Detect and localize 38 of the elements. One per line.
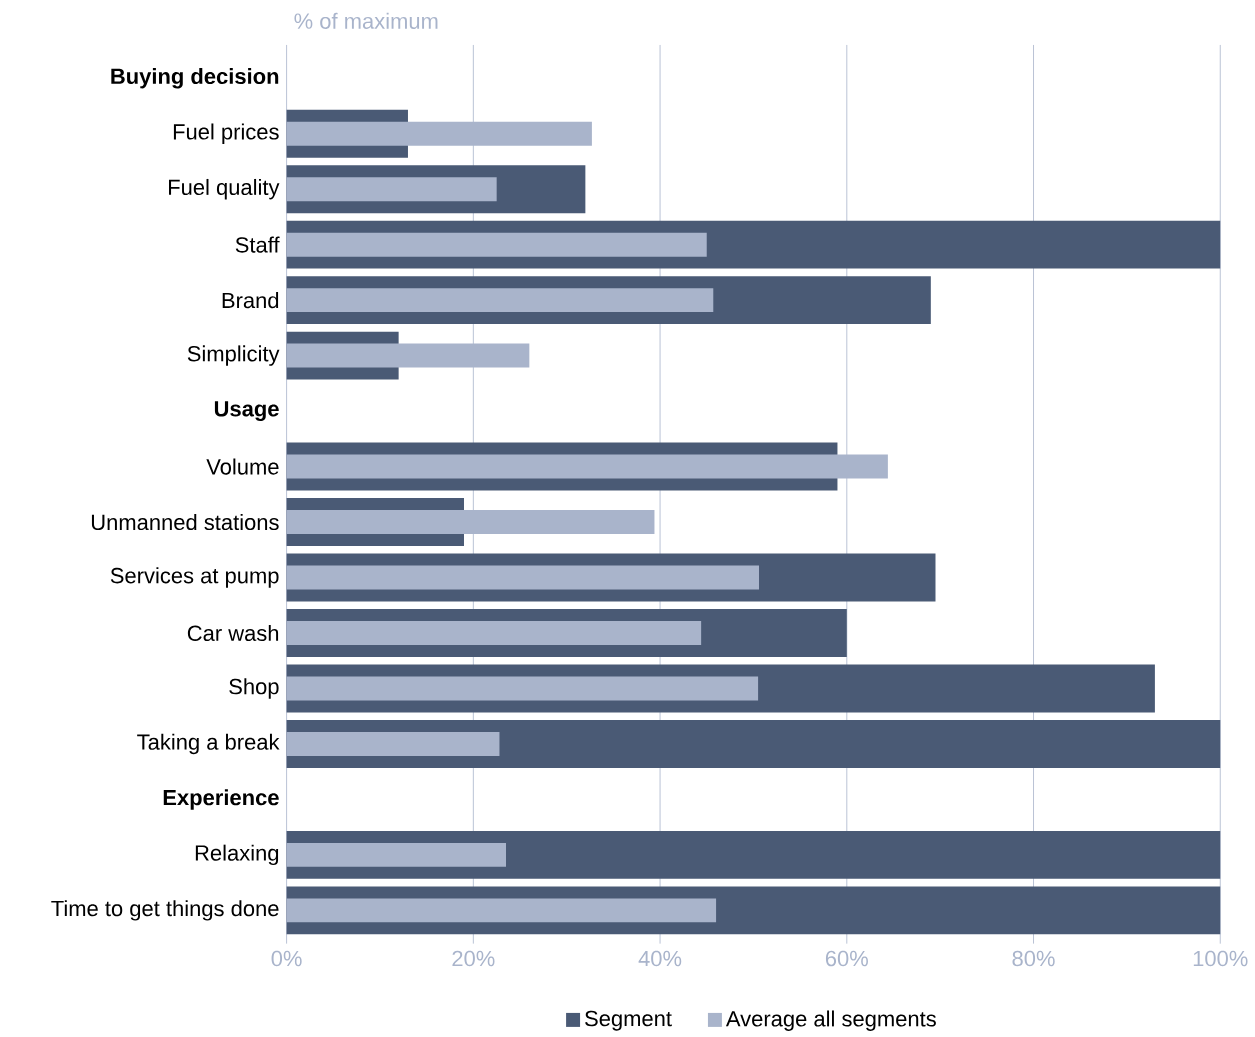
- y-tick-label: Brand: [222, 291, 279, 309]
- x-tick-label: 100%: [1193, 950, 1248, 967]
- legend-label: Average all segments: [725, 1010, 936, 1031]
- y-tick-label: Usage: [214, 401, 279, 421]
- bar: [286, 232, 707, 257]
- bar: [286, 676, 759, 701]
- bar: [286, 898, 717, 923]
- bar: [286, 565, 760, 590]
- bar: [286, 287, 714, 312]
- bar: [286, 842, 507, 867]
- x-tick-label: 0%: [271, 950, 302, 967]
- bar: [286, 731, 500, 756]
- x-tick-label: 80%: [1012, 950, 1055, 967]
- bar: [286, 620, 702, 645]
- y-tick-label: Buying decision: [111, 67, 279, 89]
- y-tick-label: Unmanned stations: [91, 513, 279, 530]
- bar: [286, 121, 592, 146]
- y-tick-label: Services at pump: [110, 567, 279, 588]
- y-tick-label: Car wash: [187, 624, 279, 641]
- y-tick-label: Time to get things done: [51, 899, 279, 921]
- y-tick-label: Experience: [163, 789, 279, 810]
- x-tick-label: 20%: [452, 950, 495, 967]
- x-tick-label: 60%: [825, 950, 868, 967]
- bar: [286, 177, 497, 201]
- y-tick-label: Shop: [229, 678, 279, 699]
- bar: [286, 509, 655, 534]
- y-tick-label: Fuel quality: [169, 178, 280, 200]
- y-tick-label: Fuel prices: [173, 123, 279, 144]
- y-tick-label: Volume: [206, 458, 279, 475]
- y-tick-label: Simplicity: [187, 345, 280, 366]
- legend-label: Segment: [585, 1010, 672, 1031]
- y-tick-label: Relaxing: [195, 844, 279, 865]
- bar: [286, 343, 530, 368]
- y-tick-label: Staff: [235, 236, 280, 253]
- bar: [286, 454, 888, 479]
- y-tick-label: Taking a break: [137, 733, 280, 754]
- x-tick-label: 40%: [638, 950, 682, 967]
- x-axis-title: % of maximum: [294, 12, 438, 29]
